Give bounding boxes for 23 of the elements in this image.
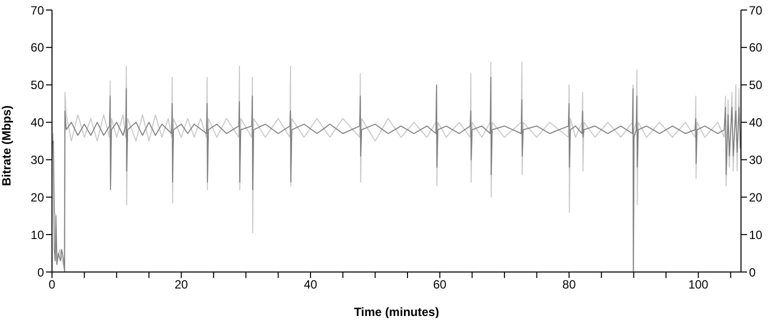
y-tick-label: 30 [30, 152, 44, 167]
x-tick-label: 40 [304, 278, 318, 292]
y-tick-label: 10 [30, 228, 44, 242]
y2-tick-label: 50 [749, 78, 763, 92]
y-axis-title: Bitrate (Mbps) [0, 105, 14, 186]
y2-tick-label: 40 [749, 116, 763, 130]
y-tick-label: 40 [30, 116, 44, 130]
y2-tick-label: 30 [749, 152, 763, 167]
y-tick-label: 50 [30, 78, 44, 92]
x-tick-label: 60 [433, 278, 447, 292]
y2-tick-label: 20 [749, 190, 763, 204]
y-tick-label: 20 [30, 190, 44, 204]
x-tick-label: 0 [48, 278, 56, 292]
y2-tick-label: 70 [749, 3, 763, 18]
y-tick-label: 60 [30, 40, 44, 55]
x-tick-label: 100 [688, 278, 709, 292]
y2-tick-label: 10 [749, 228, 763, 242]
x-tick-label: 20 [174, 278, 188, 292]
y-tick-label: 0 [37, 265, 44, 280]
y2-tick-label: 0 [749, 265, 756, 280]
y-tick-label: 70 [30, 3, 44, 18]
y2-tick-label: 60 [749, 40, 763, 55]
x-tick-label: 80 [562, 278, 576, 292]
